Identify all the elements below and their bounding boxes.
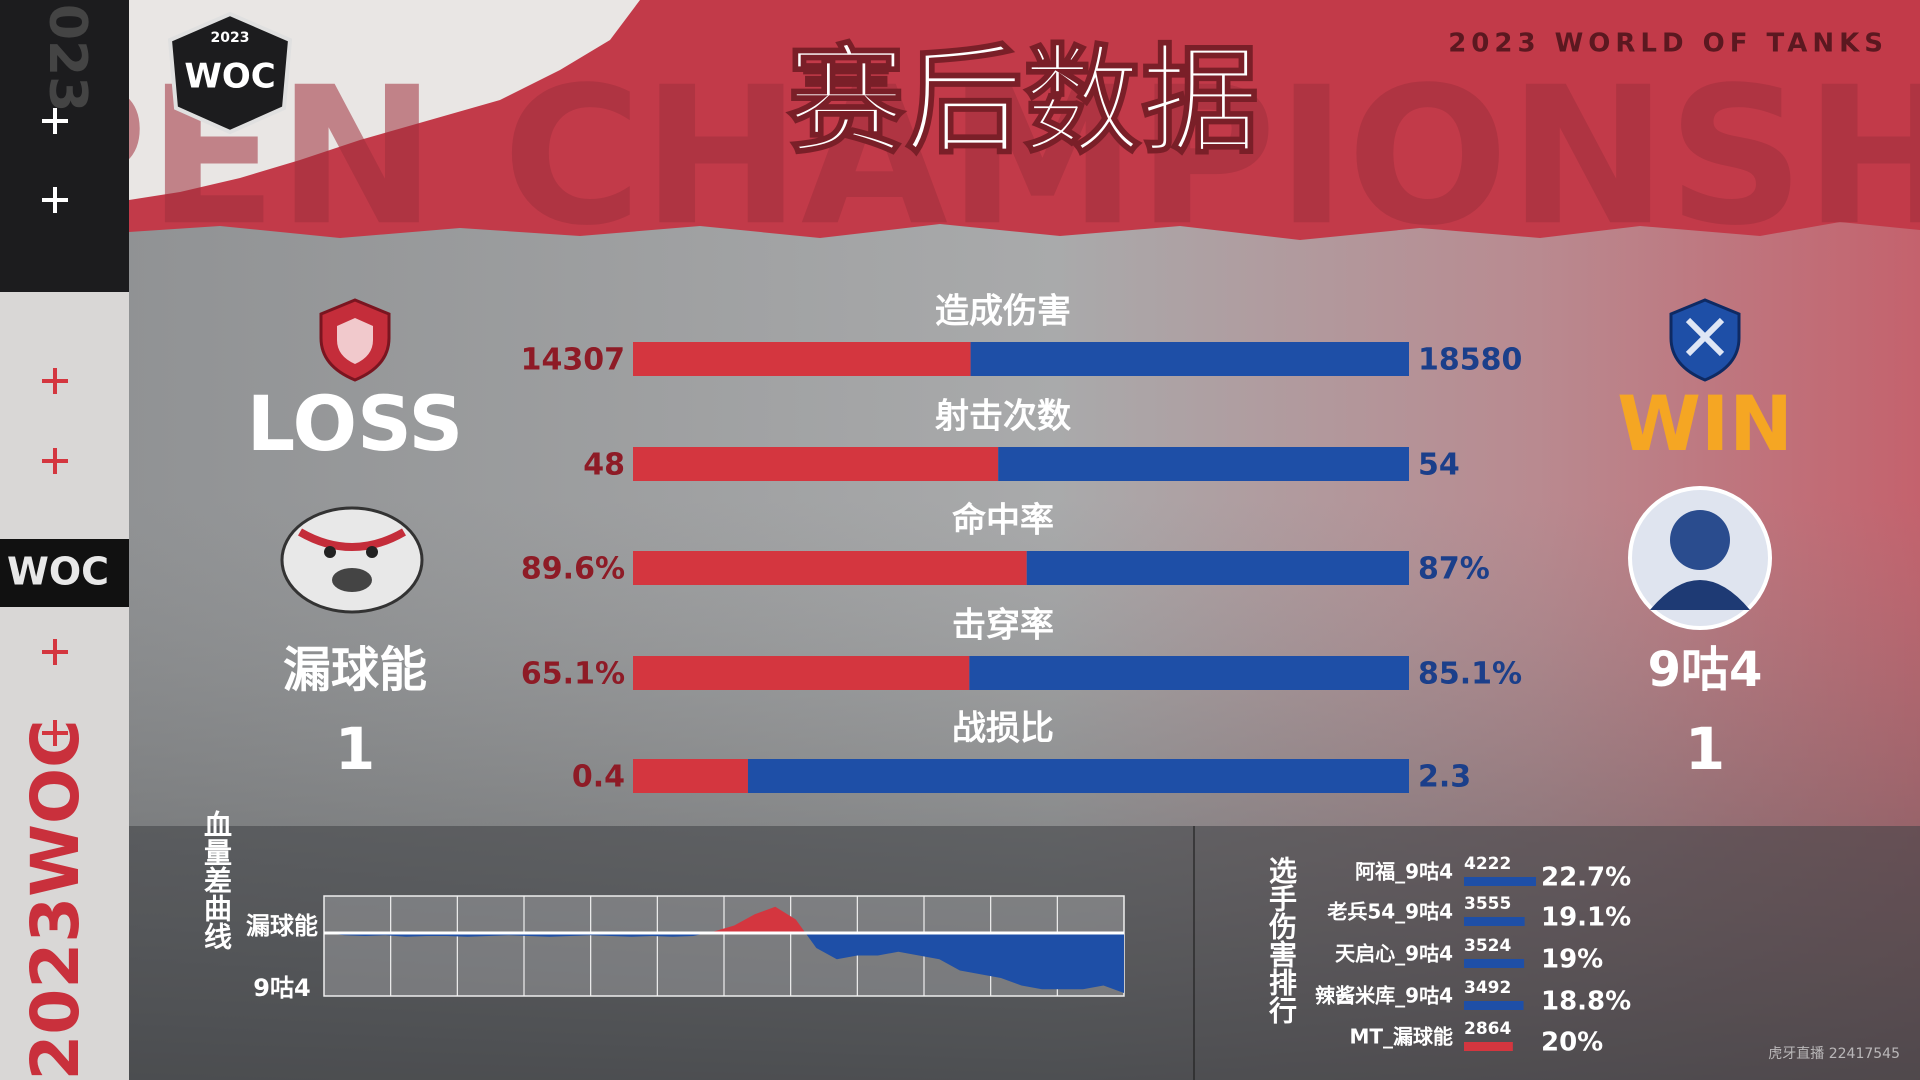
logo-year: 2023 xyxy=(211,30,250,46)
logo-text: WOC xyxy=(184,57,275,97)
title: 赛后数据 xyxy=(787,32,1259,170)
stat-bar-left xyxy=(633,447,999,481)
player-name: 老兵54_9咕4 xyxy=(1327,900,1453,924)
sidebar-badge: WOC xyxy=(7,550,109,594)
woc-logo: 2023 WOC xyxy=(167,11,293,135)
stat-bar-right xyxy=(747,759,1409,793)
win-team-logo xyxy=(1628,486,1772,630)
sidebar-top xyxy=(0,0,129,292)
player-damage-bar xyxy=(1464,1042,1513,1051)
hp-top-team: 漏球能 xyxy=(246,912,318,940)
backdrop-text: OPEN CHAMPIONSHIP xyxy=(0,46,1920,267)
stat-bar-left xyxy=(633,342,971,376)
stat-left-value: 14307 xyxy=(521,343,625,378)
player-damage-bar xyxy=(1464,1001,1524,1010)
team-score: 1 xyxy=(1685,715,1725,783)
watermark: 虎牙直播 22417545 xyxy=(1768,1045,1900,1062)
player-share: 20% xyxy=(1541,1028,1603,1058)
player-share: 22.7% xyxy=(1541,863,1631,893)
player-share: 19.1% xyxy=(1541,903,1631,933)
team-result: LOSS xyxy=(247,379,463,468)
stat-left-value: 48 xyxy=(583,448,625,483)
sidebar-plus-bottom xyxy=(42,368,68,746)
team-result: WIN xyxy=(1617,379,1793,468)
stat-bar-left xyxy=(633,551,1027,585)
player-share: 19% xyxy=(1541,945,1603,975)
hp-area-behind xyxy=(324,933,1124,993)
stat-name: 射击次数 xyxy=(935,397,1071,437)
stat-right-value: 18580 xyxy=(1418,343,1522,378)
stat-bar-right xyxy=(998,447,1409,481)
player-damage: 3524 xyxy=(1464,936,1511,956)
stat-name: 命中率 xyxy=(952,501,1054,541)
loss-team-icon xyxy=(319,298,391,382)
hp-bottom-team: 9咕4 xyxy=(253,974,310,1002)
player-name: MT_漏球能 xyxy=(1349,1025,1453,1049)
team-name: 漏球能 xyxy=(283,642,427,698)
stat-left-value: 0.4 xyxy=(572,760,625,795)
player-damage: 3492 xyxy=(1464,978,1511,998)
stat-right-value: 87% xyxy=(1418,552,1490,587)
event-name: 2023 WORLD OF TANKS xyxy=(1448,29,1888,59)
player-name: 阿福_9咕4 xyxy=(1355,860,1453,884)
sidebar-badge-box xyxy=(0,539,129,607)
stat-bar-left xyxy=(633,759,748,793)
loss-team-logo xyxy=(280,506,424,614)
stat-right-value: 54 xyxy=(1418,448,1460,483)
player-damage-bar xyxy=(1464,959,1525,968)
player-damage-bar xyxy=(1464,917,1525,926)
stat-bar-right xyxy=(970,342,1409,376)
sidebar-year: 2023 xyxy=(37,0,97,112)
stat-name: 战损比 xyxy=(952,709,1054,749)
stat-bar-right xyxy=(1026,551,1409,585)
player-damage: 3555 xyxy=(1464,894,1511,914)
player-share: 18.8% xyxy=(1541,987,1631,1017)
stat-bar-left xyxy=(633,656,970,690)
sidebar-vertical: 2023WOC xyxy=(17,719,94,1080)
stat-name: 击穿率 xyxy=(952,606,1054,646)
player-name: 天启心_9咕4 xyxy=(1335,942,1453,966)
team-name: 9咕4 xyxy=(1648,642,1763,698)
team-score: 1 xyxy=(335,715,375,783)
ranking-label: 选手伤害排行 xyxy=(1265,856,1298,1024)
stat-left-value: 65.1% xyxy=(521,657,625,692)
player-damage-bar xyxy=(1464,877,1536,886)
stat-right-value: 2.3 xyxy=(1418,760,1471,795)
stat-name: 造成伤害 xyxy=(935,292,1071,332)
player-damage: 2864 xyxy=(1464,1019,1511,1039)
player-name: 辣酱米库_9咕4 xyxy=(1315,984,1453,1008)
hp-curve-label: 血量差曲线 xyxy=(200,809,233,950)
win-team-icon xyxy=(1669,298,1741,382)
red-banner xyxy=(129,0,1920,240)
stat-bar-right xyxy=(969,656,1409,690)
player-damage: 4222 xyxy=(1464,854,1511,874)
stat-right-value: 85.1% xyxy=(1418,657,1522,692)
sidebar-plus-top xyxy=(42,108,68,213)
sidebar-bottom xyxy=(0,292,129,1080)
stat-left-value: 89.6% xyxy=(521,552,625,587)
